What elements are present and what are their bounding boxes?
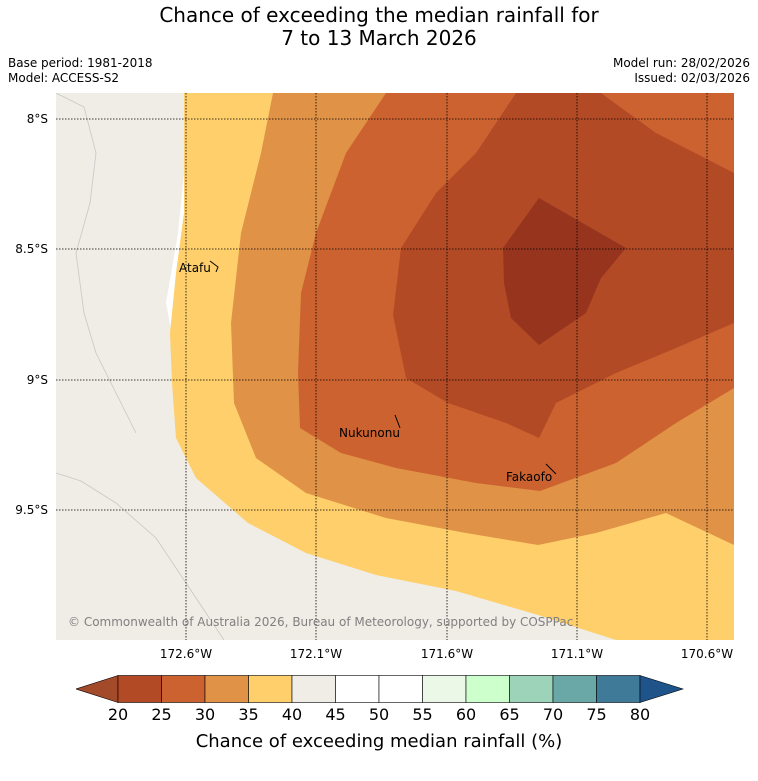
colorbar-tick-45: 45	[325, 705, 346, 724]
title-line-2: 7 to 13 March 2026	[281, 26, 477, 50]
colorbar-tick-20: 20	[107, 705, 129, 724]
coastline	[56, 472, 225, 640]
colorbar-tick-60: 60	[455, 705, 477, 724]
colorbar-bin-75-80	[596, 675, 641, 703]
lat-label-8-5: 8.5°S	[15, 242, 48, 256]
colorbar-tick-80: 80	[629, 705, 651, 724]
rainfall-map	[56, 93, 734, 640]
colorbar-tick-75: 75	[586, 705, 607, 724]
lat-label-8: 8°S	[26, 112, 48, 126]
colorbar-tick-30: 30	[194, 705, 216, 724]
lon-label-171-6: 171.6°W	[420, 647, 474, 661]
fakaofo-atoll	[545, 463, 557, 475]
colorbar-bin-60-65	[465, 675, 510, 703]
colorbar-bin-50-55	[378, 675, 423, 703]
coastline-2	[56, 93, 137, 434]
colorbar-tick-35: 35	[238, 705, 259, 724]
lon-label-171-1: 171.1°W	[550, 647, 604, 661]
colorbar-bin-25-30	[161, 675, 206, 703]
band-40-45	[56, 93, 616, 640]
colorbar-tick-50: 50	[368, 705, 390, 724]
lon-label-170-6: 170.6°W	[680, 647, 734, 661]
colorbar-bin-70-75	[552, 675, 597, 703]
band-below-20	[503, 198, 626, 345]
colorbar-bin-65-70	[509, 675, 554, 703]
model-name: Model: ACCESS-S2	[8, 71, 120, 85]
label-nukunonu: Nukunonu	[339, 426, 400, 440]
label-fakaofo: Fakaofo	[506, 470, 553, 484]
colorbar-tick-70: 70	[542, 705, 564, 724]
colorbar-bin-40-45	[291, 675, 336, 703]
lon-label-172-6: 172.6°W	[159, 647, 213, 661]
colorbar-bin-45-50	[335, 675, 380, 703]
colorbar-tick-55: 55	[412, 705, 433, 724]
colorbar-bin-20-25	[117, 675, 162, 703]
colorbar-tick-40: 40	[281, 705, 303, 724]
colorbar-tick-25: 25	[151, 705, 172, 724]
atafu-atoll	[209, 260, 219, 273]
lon-label-172-1: 172.1°W	[289, 647, 343, 661]
colorbar	[76, 675, 684, 703]
colorbar-bin-55-60	[422, 675, 467, 703]
issued-date: Issued: 02/03/2026	[634, 71, 750, 85]
title-line-1: Chance of exceeding the median rainfall …	[159, 3, 599, 27]
lat-label-9: 9°S	[26, 373, 48, 387]
model-run: Model run: 28/02/2026	[612, 56, 750, 70]
map-title: Chance of exceeding the median rainfall …	[0, 4, 758, 50]
colorbar-under-arrow	[76, 675, 119, 703]
model-info: Base period: 1981-2018 Model: ACCESS-S2	[8, 56, 153, 86]
colorbar-bin-35-40	[248, 675, 293, 703]
nukunonu-atoll	[394, 414, 401, 429]
base-period: Base period: 1981-2018	[8, 56, 153, 70]
lat-label-9-5: 9.5°S	[15, 503, 48, 517]
colorbar-tick-65: 65	[499, 705, 520, 724]
colorbar-bin-30-35	[204, 675, 249, 703]
colorbar-over-arrow	[639, 675, 684, 703]
copyright-notice: © Commonwealth of Australia 2026, Bureau…	[68, 615, 574, 629]
graticule	[56, 93, 734, 640]
colorbar-label: Chance of exceeding median rainfall (%)	[195, 731, 563, 752]
label-atafu: Atafu	[179, 261, 211, 275]
run-info: Model run: 28/02/2026 Issued: 02/03/2026	[613, 56, 750, 86]
map-panel: Atafu Nukunonu Fakaofo © Commonwealth of…	[56, 93, 734, 640]
